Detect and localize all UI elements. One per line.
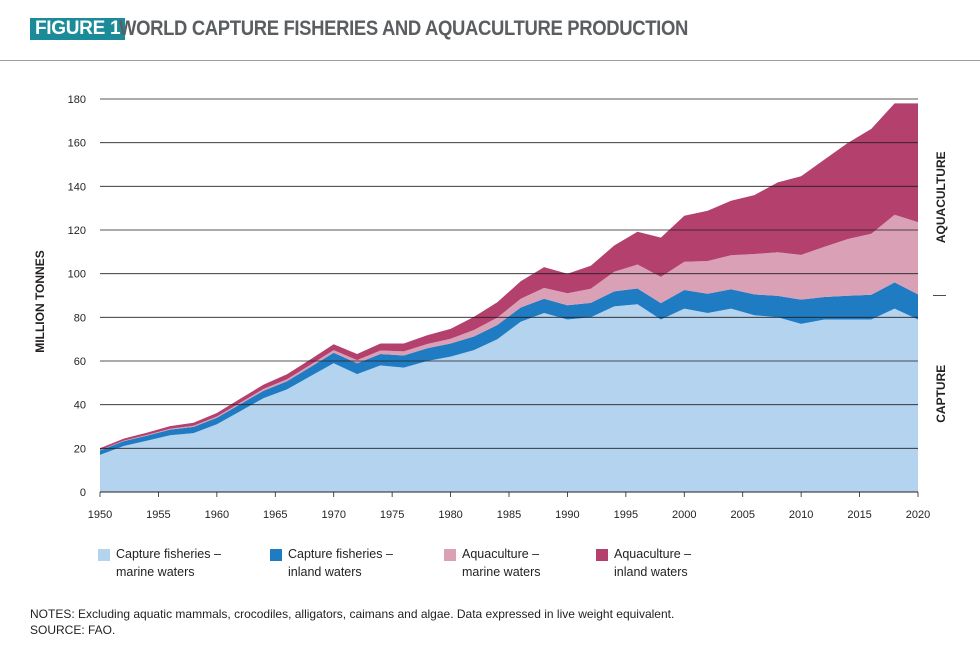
legend-swatch <box>270 549 282 561</box>
legend-swatch <box>444 549 456 561</box>
x-tick-label: 1980 <box>438 509 462 521</box>
y-tick-label: 80 <box>74 312 86 324</box>
x-tick-label: 1985 <box>497 509 521 521</box>
x-tick-label: 1955 <box>146 509 170 521</box>
y-tick-label: 60 <box>74 356 86 368</box>
notes-text: NOTES: Excluding aquatic mammals, crocod… <box>30 607 675 621</box>
figure-title: WORLD CAPTURE FISHERIES AND AQUACULTURE … <box>119 17 688 40</box>
x-tick-label: 1995 <box>614 509 638 521</box>
figure-badge: FIGURE 1 <box>30 18 126 40</box>
figure-header: FIGURE 1 WORLD CAPTURE FISHERIES AND AQU… <box>0 0 980 60</box>
y-tick-label: 0 <box>80 487 86 499</box>
legend-label: Capture fisheries – inland waters <box>288 547 393 579</box>
y-tick-label: 20 <box>74 443 86 455</box>
y-tick-label: 160 <box>68 138 86 150</box>
x-tick-label: 2005 <box>730 509 754 521</box>
x-tick-label: 1975 <box>380 509 404 521</box>
y-tick-label: 100 <box>68 269 86 281</box>
x-tick-label: 1965 <box>263 509 287 521</box>
legend-swatch <box>98 549 110 561</box>
aquaculture-side-label: AQUACULTURE <box>934 151 948 243</box>
y-axis-label: MILLION TONNES <box>33 250 47 352</box>
area-capture-marine <box>100 304 918 492</box>
chart-legend: Capture fisheries – marine waters Capture … <box>0 545 980 585</box>
y-tick-label: 140 <box>68 181 86 193</box>
source-text: SOURCE: FAO. <box>30 623 116 637</box>
y-tick-label: 120 <box>68 225 86 237</box>
legend-label: Aquaculture – inland waters <box>614 547 692 579</box>
x-tick-label: 2015 <box>847 509 871 521</box>
x-tick-label: 1960 <box>205 509 229 521</box>
x-tick-label: 2020 <box>906 509 930 521</box>
y-tick-label: 180 <box>68 94 86 106</box>
x-tick-label: 1990 <box>555 509 579 521</box>
area-capture-inland <box>100 282 918 455</box>
x-tick-label: 2000 <box>672 509 696 521</box>
y-tick-label: 40 <box>74 400 86 412</box>
legend-swatch <box>596 549 608 561</box>
capture-side-label: CAPTURE <box>934 365 948 423</box>
legend-label: Aquaculture – marine waters <box>462 547 541 579</box>
legend-label: Capture fisheries – marine waters <box>116 547 221 579</box>
figure-notes: NOTES: Excluding aquatic mammals, crocod… <box>30 606 674 638</box>
x-tick-label: 2010 <box>789 509 813 521</box>
x-tick-label: 1950 <box>88 509 112 521</box>
header-divider <box>0 60 980 61</box>
area-aquaculture-inland <box>100 103 918 451</box>
stacked-area-chart: 0 20 40 60 80 100 120 140 160 180 1950 1955 1960 1965… <box>33 94 948 521</box>
x-tick-label: 1970 <box>321 509 345 521</box>
